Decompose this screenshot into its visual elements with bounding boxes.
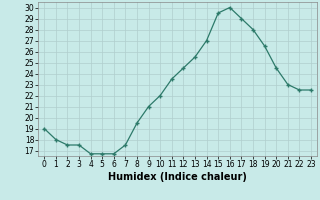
X-axis label: Humidex (Indice chaleur): Humidex (Indice chaleur) [108, 172, 247, 182]
